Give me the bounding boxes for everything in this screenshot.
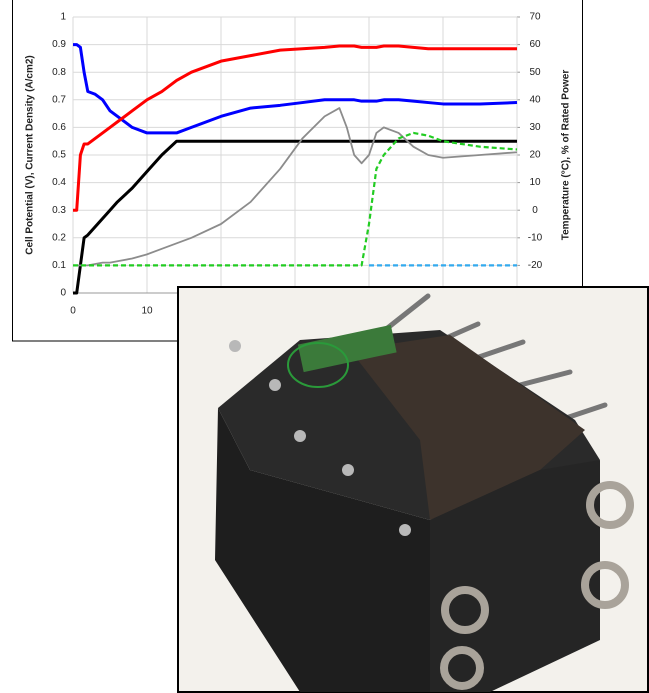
y2-tick-label: 30 bbox=[529, 122, 541, 133]
stack-side bbox=[430, 460, 600, 692]
photo bbox=[177, 286, 649, 693]
wire bbox=[287, 342, 349, 388]
y-tick-label: 0.5 bbox=[52, 150, 66, 161]
stack-plates bbox=[350, 335, 585, 520]
y2-tick-label: 0 bbox=[532, 205, 538, 216]
chart: 00.10.20.30.40.50.60.70.80.91-30-20-1001… bbox=[52, 12, 543, 317]
y2-tick-label: 40 bbox=[529, 94, 541, 105]
y-tick-label: 0.3 bbox=[52, 205, 66, 216]
bolts bbox=[229, 340, 411, 536]
y2-tick-label: -10 bbox=[528, 232, 543, 243]
rods bbox=[382, 293, 608, 423]
series-line bbox=[73, 107, 518, 267]
fittings bbox=[440, 481, 634, 690]
y-tick-label: 0.4 bbox=[52, 177, 66, 188]
y-tick-label: 1 bbox=[60, 12, 66, 23]
series-line bbox=[73, 43, 518, 135]
y-tick-label: 0.1 bbox=[52, 260, 66, 271]
y-tick-label: 0 bbox=[60, 288, 66, 299]
y-tick-label: 0.9 bbox=[52, 39, 66, 50]
y-tick-label: 0.2 bbox=[52, 232, 66, 243]
y2-tick-label: 50 bbox=[529, 67, 541, 78]
stack-front bbox=[215, 408, 430, 692]
y-tick-label: 0.8 bbox=[52, 67, 66, 78]
y-axis-title: Cell Potential (V), Current Density (A/c… bbox=[25, 55, 36, 254]
y2-axis-title: Temperature (°C), % of Rated Power bbox=[561, 70, 572, 241]
y-tick-label: 0.7 bbox=[52, 94, 66, 105]
circuit-board bbox=[297, 324, 397, 373]
series-line bbox=[73, 131, 518, 267]
y2-tick-label: 20 bbox=[529, 150, 541, 161]
series-line bbox=[73, 44, 517, 212]
y2-tick-label: 10 bbox=[529, 177, 541, 188]
y2-tick-label: 70 bbox=[529, 12, 541, 23]
chart-frame bbox=[12, 0, 583, 342]
y-tick-label: 0.6 bbox=[52, 122, 66, 133]
x-tick-label: 10 bbox=[141, 306, 153, 317]
y2-tick-label: 60 bbox=[529, 39, 541, 50]
x-tick-label: 0 bbox=[70, 306, 76, 317]
y2-tick-label: -20 bbox=[528, 260, 543, 271]
